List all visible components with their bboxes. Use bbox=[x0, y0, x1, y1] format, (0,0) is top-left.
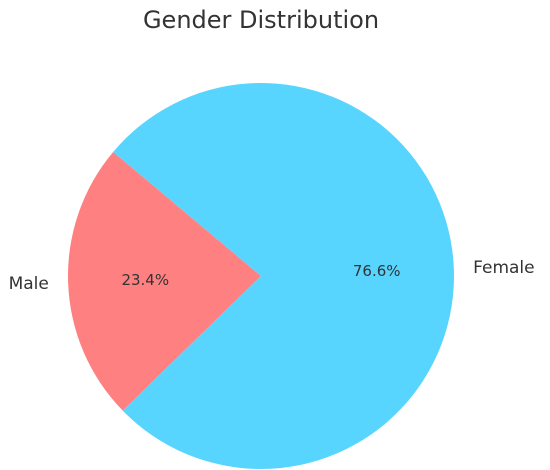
chart-title: Gender Distribution bbox=[143, 6, 379, 34]
slice-label-female: Female bbox=[473, 258, 534, 278]
slice-percent-female: 76.6% bbox=[353, 262, 401, 280]
slice-percent-male: 23.4% bbox=[121, 271, 169, 289]
slices-layer bbox=[68, 82, 455, 470]
slice-label-male: Male bbox=[9, 274, 49, 294]
pie-slice-male bbox=[68, 151, 261, 411]
pie-slice-female bbox=[113, 82, 455, 470]
labels-layer: Male 23.4% Female 76.6% bbox=[9, 258, 535, 294]
